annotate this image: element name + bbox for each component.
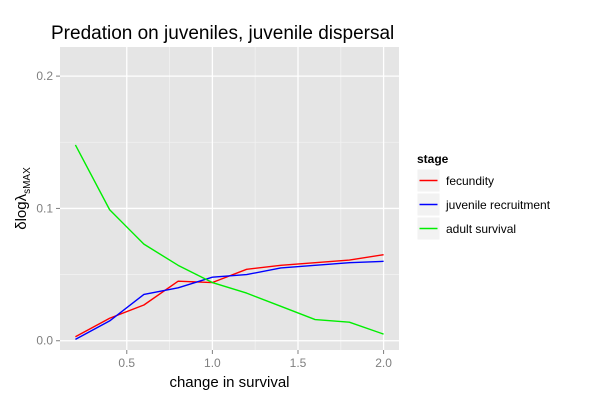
x-tick-label: 1.5: [290, 356, 307, 370]
legend-label-juvenile-recruitment: juvenile recruitment: [445, 198, 551, 212]
y-tick-label: 0.0: [36, 334, 53, 348]
x-tick-label: 1.0: [204, 356, 221, 370]
legend: stage fecundity juvenile recruitment adult…: [416, 152, 551, 241]
y-tick-label: 0.2: [36, 69, 53, 83]
y-axis-label: δlogλsMAX: [13, 167, 33, 230]
legend-label-fecundity: fecundity: [446, 174, 494, 188]
y-tick-label: 0.1: [36, 201, 53, 215]
x-tick-label: 0.5: [118, 356, 135, 370]
y-axis-label-main: δlogλ: [13, 193, 30, 229]
x-axis: 0.5 1.0 1.5 2.0: [118, 350, 392, 370]
y-axis-label-subscript: sMAX: [22, 167, 33, 194]
legend-title: stage: [417, 152, 449, 166]
series-line-adult-survival: [74, 144, 384, 335]
x-axis-label: change in survival: [169, 374, 289, 391]
grid-major: [60, 47, 399, 350]
series-lines: [74, 144, 384, 341]
chart-title: Predation on juveniles, juvenile dispers…: [51, 23, 394, 44]
plot-panel: [60, 47, 399, 350]
legend-label-adult-survival: adult survival: [446, 222, 516, 236]
x-tick-label: 2.0: [375, 356, 392, 370]
y-axis: 0.0 0.1 0.2: [36, 69, 60, 348]
series-line-juvenile-recruitment: [75, 260, 384, 341]
grid-minor: [60, 47, 399, 350]
